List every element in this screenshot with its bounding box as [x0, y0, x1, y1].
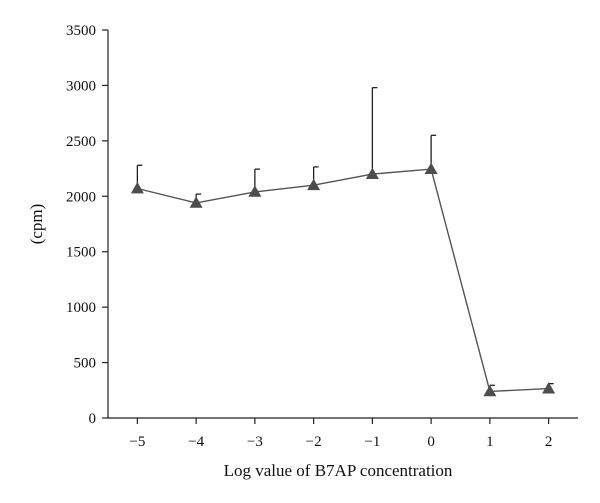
y-tick-label: 3500: [66, 23, 96, 39]
x-tick-label: 0: [427, 434, 435, 450]
y-tick-label: 3000: [66, 78, 96, 94]
x-tick-label: 1: [486, 434, 494, 450]
data-point: [542, 382, 556, 394]
x-tick-label: −2: [306, 434, 322, 450]
data-point: [130, 182, 144, 194]
series-line: [137, 168, 549, 393]
data-point: [307, 178, 321, 191]
x-tick-label: 2: [545, 434, 553, 450]
y-tick-label: 1000: [66, 300, 96, 316]
y-tick-label: 2000: [66, 189, 96, 205]
x-axis-label: Log value of B7AP concentration: [224, 461, 453, 480]
x-tick-label: −5: [129, 434, 145, 450]
x-tick-label: −4: [188, 434, 204, 450]
series: [137, 168, 549, 393]
data-point: [424, 162, 438, 175]
markers: [130, 162, 556, 397]
data-point: [248, 185, 262, 197]
error-bars: [136, 86, 554, 392]
y-tick-label: 1500: [66, 245, 96, 261]
y-axis-label: (cpm): [27, 204, 46, 245]
y-tick-label: 500: [74, 356, 97, 372]
y-tick-label: 2500: [66, 134, 96, 150]
x-tick-label: −3: [247, 434, 263, 450]
data-point: [189, 196, 203, 208]
data-point: [483, 384, 497, 397]
y-tick-label: 0: [89, 411, 97, 427]
axes: [107, 30, 578, 419]
data-point: [365, 167, 379, 179]
y-ticks: 0 500 1000 1500 2000 2500 3000 3500: [66, 23, 108, 427]
x-ticks: −5 −4 −3 −2 −1 0 1 2: [129, 418, 552, 450]
x-tick-label: −1: [364, 434, 380, 450]
